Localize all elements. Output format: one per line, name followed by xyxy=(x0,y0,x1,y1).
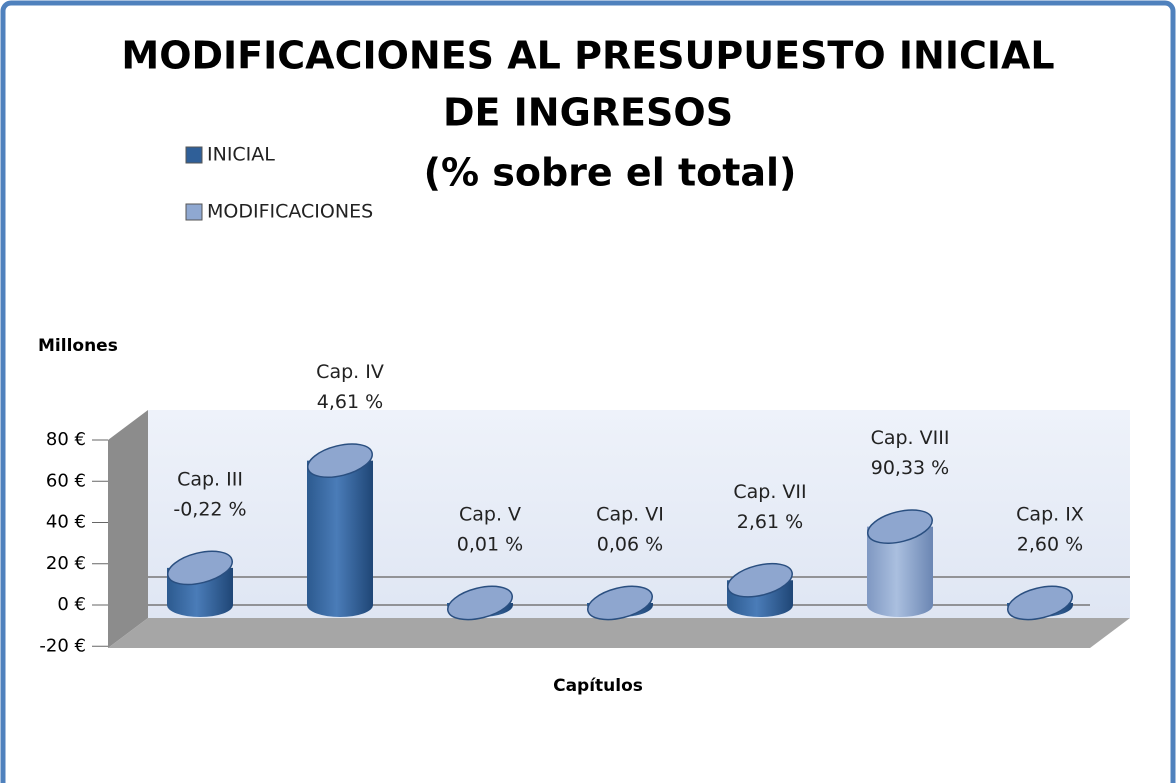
data-label: Cap. VI xyxy=(596,503,664,525)
data-label: 2,61 % xyxy=(737,511,803,533)
y-tick-label: 40 € xyxy=(46,512,86,533)
bar-top xyxy=(1007,585,1073,621)
y-axis-label: Millones xyxy=(38,336,118,356)
bar xyxy=(447,585,513,621)
bar xyxy=(167,550,233,617)
legend-label: INICIAL xyxy=(207,144,275,166)
bar-top xyxy=(867,509,933,544)
y-tick-label: -20 € xyxy=(39,635,86,656)
bar-top xyxy=(167,550,233,586)
bar-body xyxy=(867,526,933,617)
data-label: 0,06 % xyxy=(597,533,663,555)
data-label: Cap. III xyxy=(177,468,243,490)
y-tick-label: 60 € xyxy=(46,470,86,491)
bar xyxy=(867,509,933,617)
bar-top xyxy=(447,585,513,621)
data-label: Cap. IX xyxy=(1016,503,1084,525)
data-label: 90,33 % xyxy=(871,457,950,479)
data-label: Cap. V xyxy=(459,503,521,525)
bar-body xyxy=(307,460,373,617)
chart-title: MODIFICACIONES AL PRESUPUESTO INICIAL xyxy=(121,34,1054,78)
bar-top xyxy=(587,585,653,621)
bar xyxy=(1007,585,1073,621)
data-label: 0,01 % xyxy=(457,533,523,555)
data-label: Cap. IV xyxy=(316,361,384,383)
bar-top xyxy=(727,562,793,598)
data-label: Cap. VII xyxy=(733,481,806,503)
data-label: 2,60 % xyxy=(1017,533,1083,555)
bar xyxy=(727,562,793,617)
legend-label: MODIFICACIONES xyxy=(207,201,373,223)
bar xyxy=(587,585,653,621)
bar-top xyxy=(307,443,373,478)
bar xyxy=(307,443,373,617)
x-axis-label: Capítulos xyxy=(553,676,643,696)
floor xyxy=(108,618,1130,648)
data-label: 4,61 % xyxy=(317,391,383,413)
legend-swatch xyxy=(185,203,203,221)
data-label: Cap. VIII xyxy=(871,427,950,449)
side-wall xyxy=(108,410,148,648)
data-label: -0,22 % xyxy=(173,498,246,520)
chart-title: DE INGRESOS xyxy=(443,91,733,135)
y-tick-label: 20 € xyxy=(46,553,86,574)
legend-swatch xyxy=(185,146,203,164)
y-tick-label: 0 € xyxy=(57,594,86,615)
chart-subtitle: (% sobre el total) xyxy=(424,151,797,195)
y-tick-label: 80 € xyxy=(46,429,86,450)
